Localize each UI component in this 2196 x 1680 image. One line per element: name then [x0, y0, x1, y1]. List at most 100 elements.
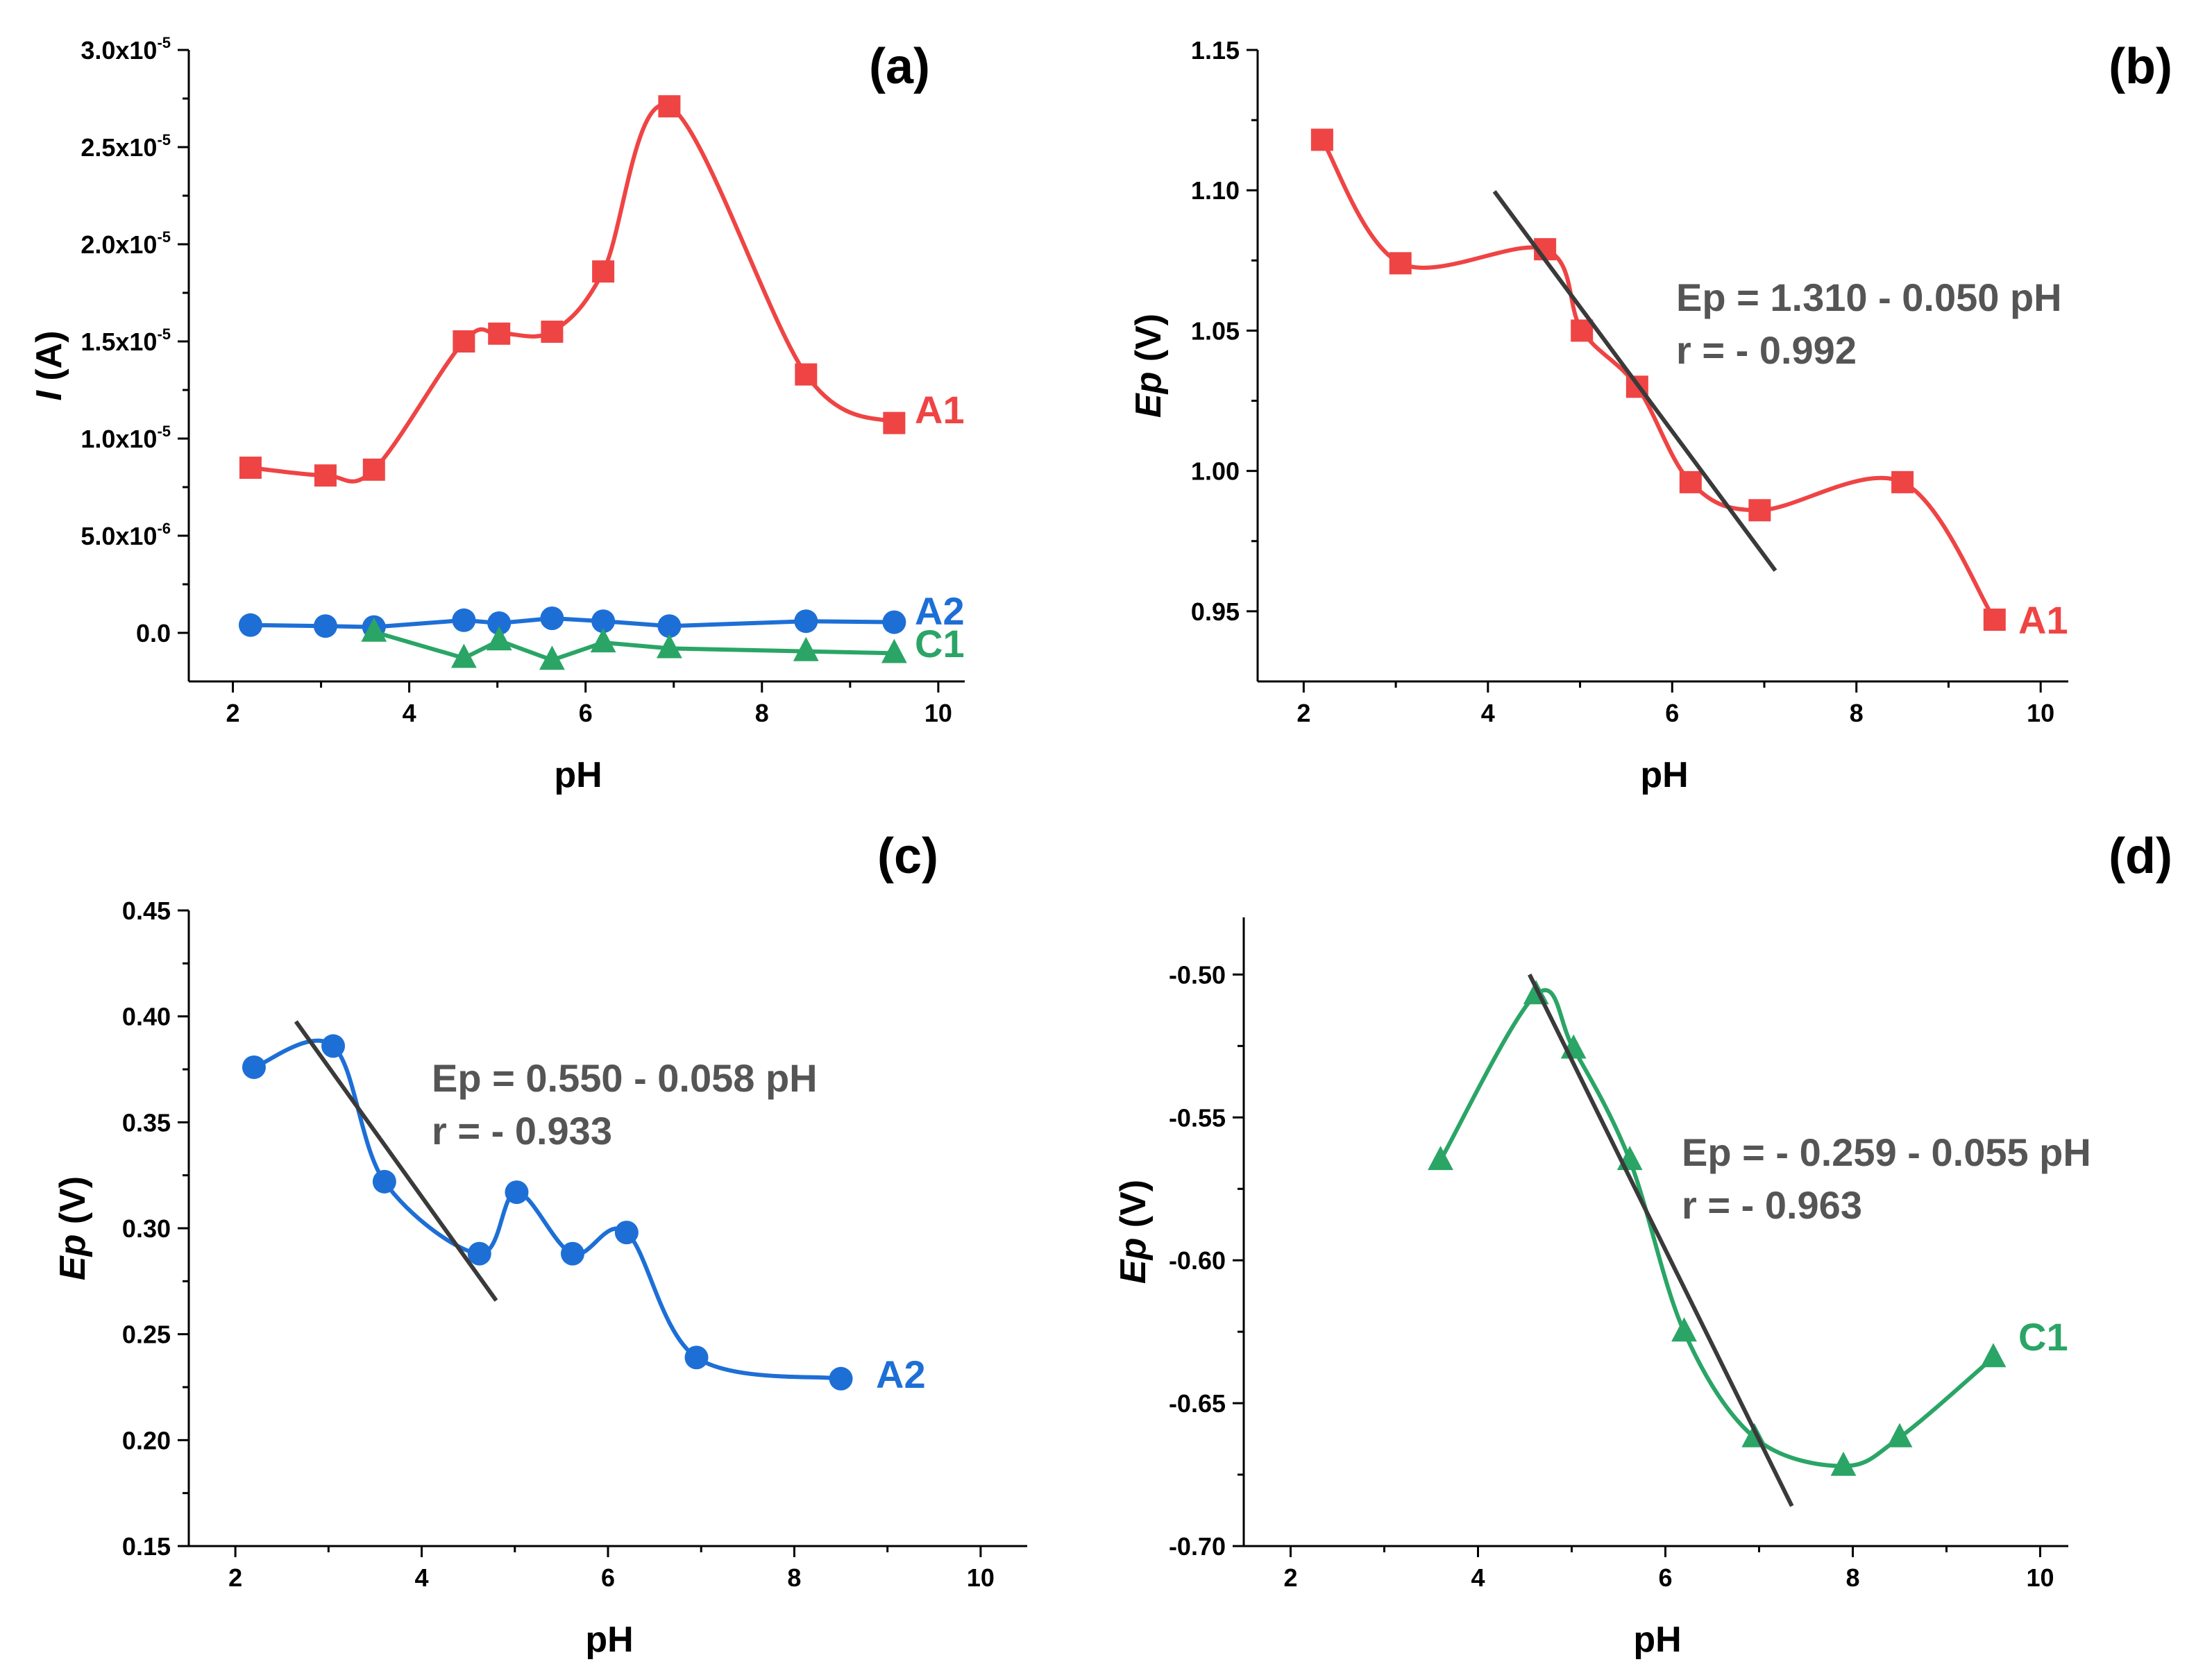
y-tick-label: 1.05: [1191, 316, 1240, 345]
data-point-A2: [505, 1180, 529, 1205]
fit-correlation: r = - 0.933: [432, 1109, 612, 1153]
x-tick-label: 2: [1297, 699, 1310, 727]
x-tick-label: 4: [403, 699, 416, 727]
x-tick-label: 2: [1283, 1563, 1297, 1592]
y-tick-label: 0.30: [122, 1214, 171, 1243]
y-tick-label: -0.60: [1169, 1246, 1226, 1275]
x-axis-title: pH: [1640, 755, 1688, 795]
series-line-A1: [250, 103, 895, 484]
x-axis-title: pH: [1633, 1620, 1681, 1660]
y-axis-title: Ep (V): [1113, 1180, 1154, 1284]
data-point-C1: [1830, 1451, 1857, 1476]
series-label-A2: A2: [876, 1352, 926, 1396]
series-line-C1: [1438, 987, 1995, 1468]
x-tick-label: 10: [967, 1563, 995, 1592]
y-tick-label: 1.15: [1191, 36, 1240, 65]
y-tick-label: -0.50: [1169, 960, 1226, 989]
y-tick-label: 1.5x10-5: [81, 325, 171, 356]
data-point-A2: [242, 1055, 266, 1079]
x-tick-label: 6: [1658, 1563, 1672, 1592]
data-point-A2: [321, 1034, 346, 1058]
data-point-A1: [1389, 252, 1412, 275]
y-tick-label: 0.0: [136, 619, 171, 647]
fit-equation: Ep = 0.550 - 0.058 pH: [432, 1056, 818, 1100]
data-point-C1: [590, 628, 616, 653]
panel-label: (c): [877, 829, 938, 884]
y-tick-label: 2.5x10-5: [81, 131, 171, 162]
x-tick-label: 10: [2026, 1563, 2054, 1592]
y-tick-label: 1.0x10-5: [81, 423, 171, 453]
linear-fit-line: [294, 1020, 498, 1302]
series-line-A1: [1320, 138, 1997, 621]
data-point-C1: [1980, 1343, 2007, 1368]
y-tick-label: -0.70: [1169, 1532, 1226, 1561]
x-tick-label: 8: [787, 1563, 801, 1592]
data-point-C1: [486, 626, 512, 651]
panel-a: 2 4 6 8 10 3.0x10-5 2.5x10-5 2.0x10-5 1.5x10-5 1.…: [29, 34, 965, 795]
y-tick-label: 0.20: [122, 1426, 171, 1454]
panel-d: 2 4 6 8 10 -0.50 -0.55 -0.60 -0.65 -0.70 pH Ep (V) (…: [1113, 829, 2172, 1660]
data-point-A1: [1983, 609, 2006, 631]
data-point-C1: [1671, 1317, 1697, 1342]
data-point-A2: [614, 1221, 639, 1245]
data-point-A2: [487, 611, 512, 635]
data-point-A2: [829, 1366, 853, 1391]
x-tick-label: 10: [924, 699, 952, 727]
data-point-C1: [450, 643, 477, 668]
x-tick-label: 6: [601, 1563, 615, 1592]
data-point-A2: [794, 609, 818, 634]
y-axis-title: Ep (V): [1129, 314, 1169, 418]
x-axis-title: pH: [585, 1620, 633, 1660]
data-point-A1: [1310, 128, 1333, 151]
data-point-A1: [239, 457, 262, 479]
y-tick-label: 0.95: [1191, 597, 1240, 626]
fit-equation: Ep = 1.310 - 0.050 pH: [1676, 275, 2062, 319]
data-point-A2: [372, 1169, 396, 1194]
series-line-A2: [250, 616, 895, 629]
x-tick-label: 10: [2027, 699, 2054, 727]
data-point-A2: [560, 1241, 584, 1266]
data-point-A1: [488, 322, 511, 345]
data-point-A2: [452, 608, 476, 632]
x-tick-label: 4: [415, 1563, 429, 1592]
data-point-C1: [793, 636, 819, 661]
y-axis-title: Ep (V): [53, 1176, 93, 1280]
data-point-A1: [592, 260, 615, 283]
data-point-A1: [362, 458, 385, 481]
data-point-A2: [882, 610, 906, 634]
y-tick-label: -0.65: [1169, 1389, 1226, 1418]
data-point-A1: [1748, 499, 1771, 522]
data-point-C1: [539, 645, 565, 670]
y-tick-label: 3.0x10-5: [81, 34, 171, 65]
data-point-C1: [1428, 1146, 1453, 1171]
y-tick-label: 2.0x10-5: [81, 228, 171, 259]
data-point-A1: [1679, 470, 1702, 493]
series-label-A2: A2: [915, 589, 965, 633]
y-tick-label: 5.0x10-6: [81, 520, 171, 550]
series-label-A1: A1: [2018, 598, 2068, 642]
series-label-A1: A1: [915, 388, 965, 432]
x-tick-label: 4: [1481, 699, 1495, 727]
linear-fit-line: [1528, 974, 1794, 1507]
data-point-A2: [313, 614, 337, 638]
panel-c: 2 4 6 8 10 0.45 0.40 0.35 0.30 0.25 0.20 0.15 pH Ep (…: [53, 829, 1027, 1660]
data-point-C1: [361, 617, 387, 642]
data-point-A2: [540, 606, 564, 630]
data-point-A2: [238, 613, 262, 637]
x-tick-label: 4: [1471, 1563, 1485, 1592]
y-tick-label: 0.35: [122, 1108, 171, 1137]
series-label-C1: C1: [2018, 1315, 2068, 1359]
x-tick-label: 2: [228, 1563, 242, 1592]
y-tick-label: 0.45: [122, 897, 171, 925]
x-tick-label: 2: [226, 699, 240, 727]
x-axis-title: pH: [554, 755, 602, 795]
data-point-A2: [684, 1346, 709, 1370]
data-point-A2: [467, 1241, 491, 1266]
data-point-A2: [657, 614, 682, 638]
data-point-A2: [591, 609, 616, 634]
panel-label: (b): [2109, 39, 2172, 94]
data-point-A1: [1891, 470, 1914, 493]
x-tick-label: 8: [1850, 699, 1864, 727]
x-tick-label: 6: [1665, 699, 1679, 727]
